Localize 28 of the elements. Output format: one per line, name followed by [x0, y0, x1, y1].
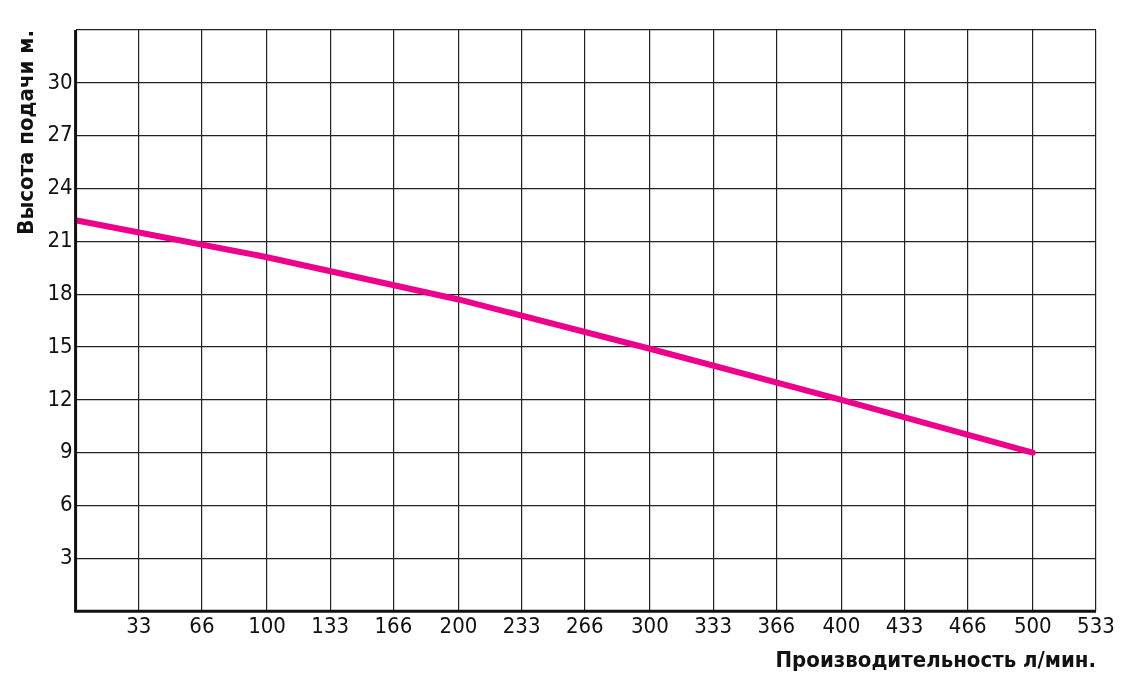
x-tick-label: 533 — [1077, 613, 1115, 639]
y-tick-label: 3 — [59, 544, 73, 570]
y-tick-label: 9 — [59, 438, 73, 464]
x-tick-label: 300 — [631, 613, 669, 639]
y-tick-label: 24 — [47, 174, 73, 200]
x-axis-title: Производительность л/мин. — [775, 646, 1096, 672]
x-tick-label: 33 — [126, 613, 152, 639]
x-tick-label: 266 — [565, 613, 604, 639]
x-tick-label: 66 — [189, 613, 215, 639]
y-tick-label: 18 — [47, 279, 73, 305]
x-tick-label: 500 — [1013, 613, 1052, 639]
y-tick-label: 30 — [47, 68, 73, 94]
x-tick-label: 200 — [439, 613, 478, 639]
x-tick-label: 466 — [948, 613, 987, 639]
y-tick-label: 15 — [47, 332, 73, 358]
x-tick-label: 333 — [694, 613, 732, 639]
x-tick-label: 366 — [757, 613, 796, 639]
x-tick-label: 233 — [502, 613, 541, 639]
y-tick-label: 21 — [47, 227, 73, 253]
y-tick-label: 6 — [59, 491, 73, 517]
x-tick-label: 100 — [248, 613, 286, 639]
y-tick-label: 27 — [47, 121, 73, 147]
y-axis-title: Высота подачи м. — [12, 30, 38, 235]
x-tick-label: 166 — [374, 613, 413, 639]
y-tick-label: 12 — [47, 385, 73, 411]
x-tick-label: 433 — [885, 613, 924, 639]
x-tick-label: 400 — [822, 613, 861, 639]
x-tick-label: 133 — [311, 613, 350, 639]
